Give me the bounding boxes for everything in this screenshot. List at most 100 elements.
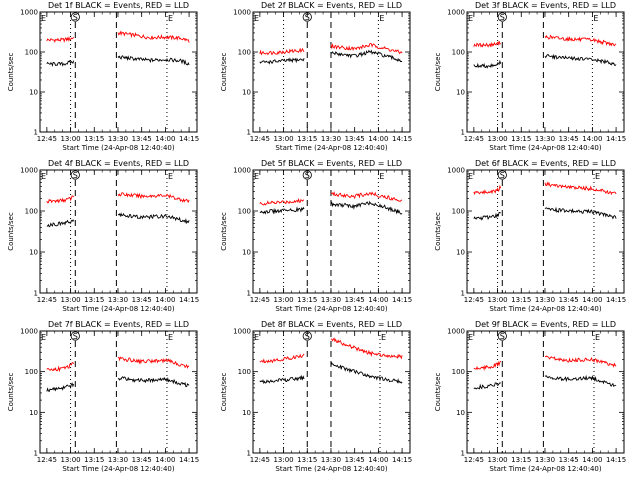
x-tick-label: 13:00	[487, 135, 507, 143]
marker-circle	[497, 170, 507, 180]
lld-trace	[259, 353, 305, 364]
x-tick-label: 13:45	[345, 296, 365, 304]
lld-trace	[544, 355, 617, 368]
x-tick-label: 13:15	[297, 135, 317, 143]
marker-label: E	[254, 333, 259, 342]
x-tick-label: 12:45	[250, 456, 270, 464]
y-tick-label: 100	[452, 208, 465, 216]
panel-title: Det 1f BLACK = Events, RED = LLD	[48, 1, 189, 10]
plot-frame	[466, 330, 625, 454]
y-tick-label: 1	[247, 290, 251, 298]
y-axis-label: Counts/sec	[220, 212, 228, 251]
lld-trace	[544, 34, 617, 47]
marker-label: S	[500, 13, 505, 22]
marker-label: E	[381, 333, 386, 342]
events-trace	[473, 59, 502, 69]
x-tick-label: 13:30	[535, 296, 555, 304]
marker-label: S	[73, 171, 78, 180]
panel-title: Det 4f BLACK = Events, RED = LLD	[48, 159, 189, 168]
marker-circle	[497, 331, 507, 341]
y-axis-label: Counts/sec	[220, 373, 228, 412]
plot-frame	[252, 169, 411, 294]
y-tick-label: 10	[456, 89, 465, 97]
marker-label: E	[41, 333, 46, 342]
x-tick-label: 14:15	[392, 135, 412, 143]
x-tick-label: 13:30	[108, 135, 128, 143]
x-axis-label: Start Time (24-Apr-08 12:40:40)	[62, 465, 174, 473]
marker-label: E	[468, 172, 473, 181]
x-tick-label: 13:00	[487, 296, 507, 304]
events-trace	[330, 49, 403, 63]
x-tick-label: 13:30	[108, 456, 128, 464]
y-axis-label: Counts/sec	[220, 53, 228, 92]
y-tick-label: 1	[247, 450, 251, 458]
x-tick-label: 12:45	[250, 135, 270, 143]
x-axis-label: Start Time (24-Apr-08 12:40:40)	[62, 144, 174, 152]
y-tick-label: 1000	[447, 167, 465, 175]
y-tick-label: 1000	[20, 167, 38, 175]
events-trace	[46, 59, 75, 67]
marker-label: E	[41, 14, 46, 23]
events-trace	[117, 55, 190, 66]
x-tick-label: 13:00	[60, 296, 80, 304]
x-tick-label: 13:45	[345, 135, 365, 143]
y-tick-label: 1	[461, 129, 465, 137]
lld-trace	[259, 197, 305, 206]
lld-trace	[473, 360, 502, 371]
panel-title: Det 8f BLACK = Events, RED = LLD	[261, 320, 402, 329]
x-tick-label: 14:00	[368, 456, 388, 464]
x-tick-label: 14:00	[155, 456, 175, 464]
x-tick-label: 13:30	[535, 456, 555, 464]
marker-circle	[70, 331, 80, 341]
x-tick-label: 14:00	[368, 296, 388, 304]
x-axis-label: Start Time (24-Apr-08 12:40:40)	[275, 465, 387, 473]
x-tick-label: 14:00	[582, 456, 602, 464]
y-tick-label: 1000	[233, 328, 251, 336]
x-tick-label: 14:00	[155, 296, 175, 304]
x-tick-label: 14:00	[155, 135, 175, 143]
lld-trace	[473, 40, 501, 48]
marker-label: E	[468, 14, 473, 23]
y-axis-label: Counts/sec	[7, 53, 15, 92]
x-tick-label: 13:15	[84, 135, 104, 143]
events-trace	[117, 376, 190, 388]
marker-label: E	[593, 14, 598, 23]
x-tick-label: 12:45	[464, 296, 484, 304]
events-trace	[259, 206, 305, 215]
x-tick-label: 12:45	[464, 135, 484, 143]
y-tick-label: 1	[34, 450, 38, 458]
lld-trace	[473, 184, 502, 195]
y-axis-label: Counts/sec	[434, 53, 442, 92]
lld-trace	[46, 195, 75, 204]
plot-frame	[466, 169, 625, 294]
plot-frame	[252, 11, 411, 133]
x-tick-label: 14:15	[179, 135, 199, 143]
y-tick-label: 1000	[447, 9, 465, 17]
x-tick-label: 13:30	[321, 296, 341, 304]
panel-title: Det 3f BLACK = Events, RED = LLD	[475, 1, 616, 10]
events-trace	[473, 382, 501, 390]
y-tick-label: 1	[247, 129, 251, 137]
y-axis-label: Counts/sec	[7, 212, 15, 251]
y-tick-label: 1	[34, 129, 38, 137]
lld-trace	[259, 47, 305, 56]
marker-label: S	[73, 13, 78, 22]
x-axis-label: Start Time (24-Apr-08 12:40:40)	[275, 305, 387, 313]
marker-label: E	[468, 333, 473, 342]
y-tick-label: 1000	[20, 9, 38, 17]
marker-circle	[70, 170, 80, 180]
x-tick-label: 14:00	[582, 296, 602, 304]
lld-trace	[117, 192, 190, 204]
x-tick-label: 13:15	[84, 456, 104, 464]
x-tick-label: 13:45	[132, 296, 152, 304]
plot-frame	[252, 330, 411, 454]
x-tick-label: 12:45	[464, 456, 484, 464]
x-tick-label: 14:15	[606, 456, 626, 464]
y-axis-label: Counts/sec	[434, 373, 442, 412]
y-tick-label: 1000	[233, 9, 251, 17]
lld-trace	[46, 35, 75, 43]
